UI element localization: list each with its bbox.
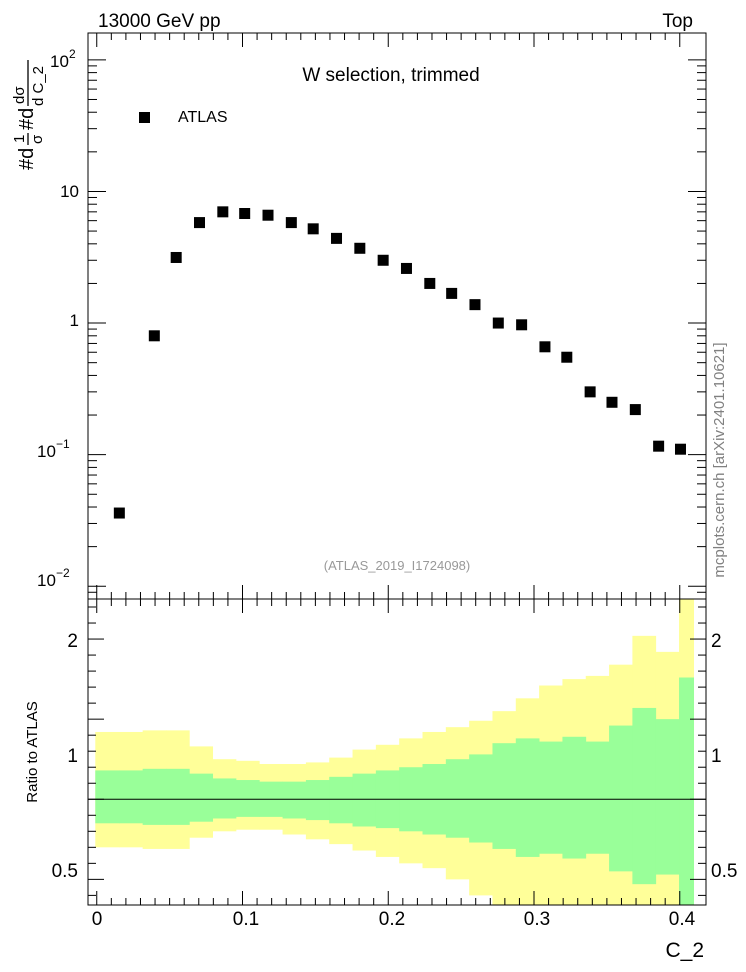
- side-watermark: mcplots.cern.ch [arXiv:2401.10621]: [711, 342, 728, 577]
- data-point: [606, 396, 618, 408]
- data-point: [492, 317, 504, 329]
- band-green-bin-24: [655, 719, 680, 875]
- svg-text:10: 10: [50, 52, 69, 71]
- band-green-bin-23: [632, 707, 657, 885]
- ylabel-one: 1: [11, 135, 28, 143]
- band-green-bin-18: [515, 738, 540, 857]
- ratio-tick-05-left: 0.5: [52, 861, 78, 882]
- y-tick-label-1e-1: 10 −1: [37, 437, 70, 461]
- band-green-bin-11: [352, 773, 377, 827]
- band-green-bin-5: [212, 778, 237, 819]
- ratio-tick-2-right: 2: [711, 631, 722, 652]
- main-y-axis-label: #d 1 σ #d dσ d C_2: [11, 60, 47, 170]
- data-point: [469, 299, 481, 311]
- header-process: Top: [662, 11, 693, 32]
- band-green-bin-8: [282, 781, 307, 819]
- data-point: [262, 209, 274, 221]
- band-green-bin-15: [445, 759, 470, 838]
- data-point: [307, 223, 319, 235]
- data-point: [629, 404, 641, 416]
- ratio-tick-2-left: 2: [67, 631, 78, 652]
- x-tick-0.1: 0.1: [233, 909, 259, 930]
- x-tick-0.3: 0.3: [524, 909, 550, 930]
- axis-ticks: [88, 33, 706, 905]
- band-green-bin-17: [492, 743, 517, 849]
- data-point: [354, 242, 366, 254]
- data-point: [194, 217, 206, 229]
- ylabel-prefix: #d: [16, 148, 38, 170]
- band-green-bin-0: [95, 770, 120, 824]
- data-point: [148, 330, 160, 342]
- data-point: [400, 262, 412, 274]
- data-point: [113, 507, 125, 519]
- ratio-bands: [95, 599, 695, 905]
- ylabel-mid: #d: [16, 108, 38, 130]
- band-green-bin-20: [562, 736, 587, 859]
- data-point: [331, 232, 343, 244]
- data-point: [516, 319, 528, 331]
- ratio-tick-1-right: 1: [711, 746, 722, 767]
- main-y-tick-labels: 10 −2 10 −1 1 10 10 2: [37, 47, 79, 590]
- svg-text:−2: −2: [56, 566, 70, 580]
- band-green-bin-25: [679, 677, 695, 905]
- svg-text:10: 10: [37, 571, 56, 590]
- band-green-bin-19: [539, 741, 563, 854]
- analysis-watermark: (ATLAS_2019_I1724098): [324, 558, 470, 573]
- data-point: [217, 206, 229, 218]
- data-point: [377, 254, 389, 266]
- x-tick-0.2: 0.2: [379, 909, 405, 930]
- plot-title: W selection, trimmed: [302, 65, 479, 86]
- y-tick-label-1e2: 10 2: [50, 47, 76, 71]
- data-point: [424, 277, 436, 289]
- data-point: [539, 341, 551, 353]
- ratio-y-axis-label: Ratio to ATLAS: [24, 701, 41, 802]
- ratio-panel-frame: [87, 598, 707, 906]
- y-tick-label-1: 1: [70, 311, 79, 330]
- ylabel-sigma: σ: [29, 134, 46, 144]
- band-green-bin-22: [609, 725, 633, 872]
- y-tick-label-10: 10: [60, 182, 79, 201]
- ratio-tick-05-right: 0.5: [711, 861, 737, 882]
- data-point: [239, 207, 251, 219]
- svg-text:10: 10: [37, 442, 56, 461]
- legend-label: ATLAS: [178, 109, 228, 126]
- data-point: [170, 251, 182, 263]
- band-green-bin-21: [585, 741, 610, 854]
- data-point: [653, 440, 665, 452]
- legend-marker: [139, 112, 150, 123]
- band-green-bin-6: [235, 780, 260, 817]
- band-green-bin-4: [189, 773, 214, 822]
- svg-text:−1: −1: [56, 437, 70, 451]
- data-point: [674, 443, 686, 455]
- ratio-tick-1-left: 1: [67, 746, 78, 767]
- band-green-bin-2: [142, 768, 167, 825]
- data-point: [285, 217, 297, 229]
- ylabel-num: dσ: [11, 86, 28, 104]
- band-green-bin-10: [329, 776, 353, 824]
- x-tick-0.4: 0.4: [669, 909, 696, 930]
- band-green-bin-16: [469, 754, 493, 843]
- x-axis-label: C_2: [665, 939, 704, 962]
- data-point: [561, 351, 573, 363]
- band-green-bin-3: [165, 768, 190, 825]
- data-markers: [113, 206, 686, 519]
- svg-text:2: 2: [69, 47, 76, 61]
- band-green-bin-1: [119, 770, 144, 824]
- y-tick-label-1e-2: 10 −2: [37, 566, 70, 590]
- data-point: [446, 287, 458, 299]
- ylabel-den: d C_2: [30, 66, 47, 106]
- header-energy: 13000 GeV pp: [98, 11, 221, 32]
- band-green-bin-9: [305, 780, 330, 821]
- x-tick-0: 0: [92, 909, 103, 930]
- data-point: [584, 386, 596, 398]
